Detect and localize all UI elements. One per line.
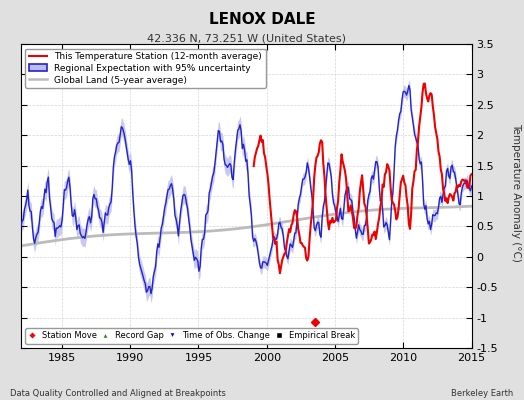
Text: Data Quality Controlled and Aligned at Breakpoints: Data Quality Controlled and Aligned at B… [10, 389, 226, 398]
Text: Temperature Anomaly (°C): Temperature Anomaly (°C) [511, 122, 521, 262]
Text: LENOX DALE: LENOX DALE [209, 12, 315, 27]
Legend: Station Move, Record Gap, Time of Obs. Change, Empirical Break: Station Move, Record Gap, Time of Obs. C… [25, 328, 358, 344]
Text: Berkeley Earth: Berkeley Earth [451, 389, 514, 398]
Title: 42.336 N, 73.251 W (United States): 42.336 N, 73.251 W (United States) [147, 33, 346, 43]
